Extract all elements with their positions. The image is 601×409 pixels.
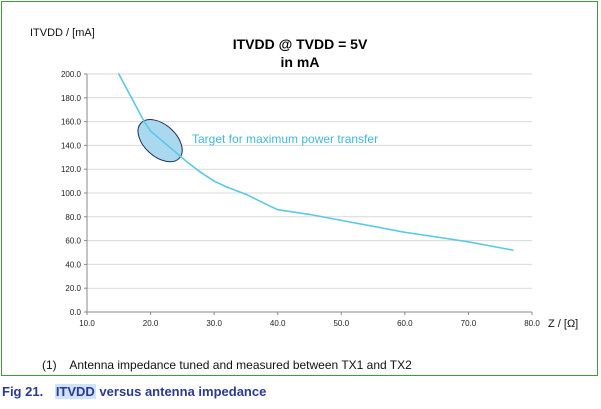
footnote: (1) Antenna impedance tuned and measured…: [42, 358, 412, 372]
x-tick-label: 80.0: [524, 319, 540, 328]
caption-rest: versus antenna impedance: [95, 384, 267, 399]
chart-title-line2: in mA: [281, 54, 320, 70]
data-point: [130, 97, 133, 99]
data-point: [175, 151, 177, 154]
data-point: [372, 225, 374, 228]
data-point: [435, 236, 438, 238]
x-tick-label: 70.0: [461, 319, 477, 328]
x-tick-label: 10.0: [79, 319, 95, 328]
annotation-text: Target for maximum power transfer: [192, 132, 378, 146]
target-ellipse: [137, 119, 183, 163]
figure-caption: Fig 21. ITVDD versus antenna impedance: [2, 384, 266, 399]
footnote-number: (1): [42, 358, 57, 372]
series-line: [118, 73, 514, 251]
axis-layer: [84, 73, 533, 315]
y-axis-title: ITVDD / [mA]: [30, 27, 95, 39]
data-point: [226, 186, 228, 188]
data-point: [245, 193, 247, 195]
y-tick-label: 160.0: [61, 118, 82, 127]
data-point: [493, 245, 495, 248]
series-layer: [117, 73, 514, 251]
x-tick-label: 50.0: [333, 319, 349, 328]
y-tick-label: 180.0: [61, 94, 82, 103]
annotation-layer: [137, 119, 183, 163]
data-point: [467, 240, 470, 243]
data-point: [264, 202, 266, 205]
data-point: [200, 171, 203, 174]
data-point: [512, 249, 514, 251]
x-tick-label: 60.0: [397, 319, 413, 328]
data-point: [404, 231, 406, 234]
y-tick-label: 120.0: [61, 165, 82, 174]
x-axis-title: Z / [Ω]: [548, 318, 578, 330]
y-tick-label: 200.0: [61, 70, 82, 79]
grid-layer: [87, 73, 532, 289]
footnote-text: Antenna impedance tuned and measured bet…: [69, 358, 412, 372]
data-point: [143, 120, 146, 123]
x-tick-label: 20.0: [143, 319, 159, 328]
data-point: [187, 162, 190, 165]
y-tick-label: 40.0: [65, 260, 81, 269]
data-point: [308, 213, 311, 216]
caption-highlight: ITVDD: [54, 384, 96, 399]
data-point: [340, 219, 343, 222]
data-point: [162, 141, 165, 143]
figure-number: Fig 21.: [2, 384, 44, 399]
label-layer: 0.0 20.0 40.0 60.0 80.0 100.0 120.0 140.0 160.0 1…: [30, 27, 578, 330]
y-tick-label: 60.0: [65, 237, 81, 246]
data-point: [149, 130, 152, 132]
x-tick-label: 30.0: [206, 319, 222, 328]
chart-frame: 0.0 20.0 40.0 60.0 80.0 100.0 120.0 140.0 160.0 1…: [1, 1, 598, 376]
y-tick-label: 100.0: [61, 189, 82, 198]
x-tick-label: 40.0: [270, 319, 286, 328]
y-tick-label: 0.0: [70, 308, 82, 317]
y-tick-label: 140.0: [61, 141, 82, 150]
data-point: [117, 73, 120, 75]
data-point: [213, 180, 215, 182]
chart-title-line1: ITVDD @ TVDD = 5V: [233, 36, 368, 52]
data-point: [276, 208, 279, 211]
y-tick-label: 20.0: [65, 284, 81, 293]
chart-svg: 0.0 20.0 40.0 60.0 80.0 100.0 120.0 140.0 160.0 1…: [30, 27, 578, 330]
y-tick-label: 80.0: [65, 213, 81, 222]
